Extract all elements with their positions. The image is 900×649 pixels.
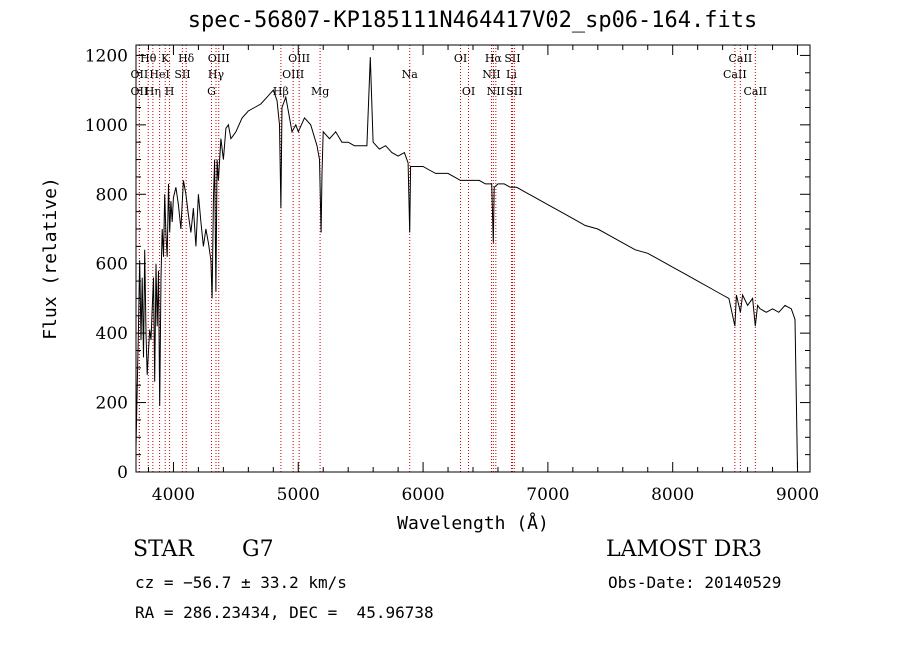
x-axis-label: Wavelength (Å) (397, 512, 549, 534)
line-marker-label: K (161, 52, 170, 65)
redshift-velocity: cz = −56.7 ± 33.2 km/s (135, 573, 347, 592)
sky-coordinates: RA = 286.23434, DEC = 45.96738 (135, 603, 434, 622)
object-class: STAR (133, 537, 194, 562)
x-tick-label: 7000 (526, 485, 569, 505)
line-marker-label: Hγ (208, 68, 225, 81)
line-marker-label: Li (506, 68, 517, 81)
x-tick-label: 8000 (651, 485, 694, 505)
y-tick-label: 1200 (85, 46, 128, 66)
y-axis: 0 200 400 600 800 1000 1200 (85, 46, 810, 483)
object-subclass: G7 (242, 537, 274, 562)
line-marker-label: SII (174, 68, 190, 81)
line-marker-label: OIII (208, 52, 230, 65)
y-axis-label: Flux (relative) (40, 177, 61, 340)
line-marker-label: Na (402, 68, 419, 81)
line-marker-label: Mg (311, 85, 329, 98)
line-marker-label: SII (506, 85, 522, 98)
line-marker-label: Hη (145, 85, 161, 98)
line-marker-label: Hα (485, 52, 503, 65)
line-marker-label: SII (504, 52, 520, 65)
line-marker-label: CaII (729, 52, 753, 65)
spectrum-line (135, 57, 798, 471)
x-axis: 4000 5000 6000 7000 8000 9000 (147, 45, 819, 505)
x-tick-label: 9000 (776, 485, 819, 505)
y-tick-label: 600 (96, 255, 128, 275)
x-tick-label: 4000 (152, 485, 195, 505)
x-tick-label: 6000 (401, 485, 444, 505)
x-tick-label: 5000 (277, 485, 320, 505)
chart-title: spec-56807-KP185111N464417V02_sp06-164.f… (187, 8, 758, 33)
line-marker-label: NII (487, 85, 505, 98)
line-marker-label: OIII (288, 52, 310, 65)
line-marker-label: G (207, 85, 216, 98)
line-marker-label: Hθ (140, 52, 157, 65)
y-tick-label: 1000 (85, 116, 128, 136)
observation-date: Obs-Date: 20140529 (608, 573, 782, 592)
line-markers: HθOIIOIIHηHeIKHSIIHδGHγOIIIHβOIIIOIIIMgN… (131, 45, 767, 472)
line-marker-label: NII (482, 68, 500, 81)
line-marker-label: Hβ (273, 85, 289, 98)
line-marker-label: OIII (282, 68, 304, 81)
line-marker-label: OI (454, 52, 467, 65)
line-marker-label: OII (131, 85, 149, 98)
line-marker-label: OI (462, 85, 475, 98)
survey-name: LAMOST DR3 (606, 537, 762, 562)
line-marker-label: CaII (723, 68, 747, 81)
plot-frame (135, 44, 811, 473)
line-marker-label: H (165, 85, 175, 98)
y-tick-label: 0 (117, 463, 128, 483)
y-tick-label: 800 (96, 185, 128, 205)
y-tick-label: 200 (96, 394, 128, 414)
line-marker-label: CaII (743, 85, 767, 98)
line-marker-label: Hδ (178, 52, 195, 65)
y-tick-label: 400 (96, 324, 128, 344)
line-marker-label: OII (131, 68, 149, 81)
line-marker-label: HeI (149, 68, 169, 81)
